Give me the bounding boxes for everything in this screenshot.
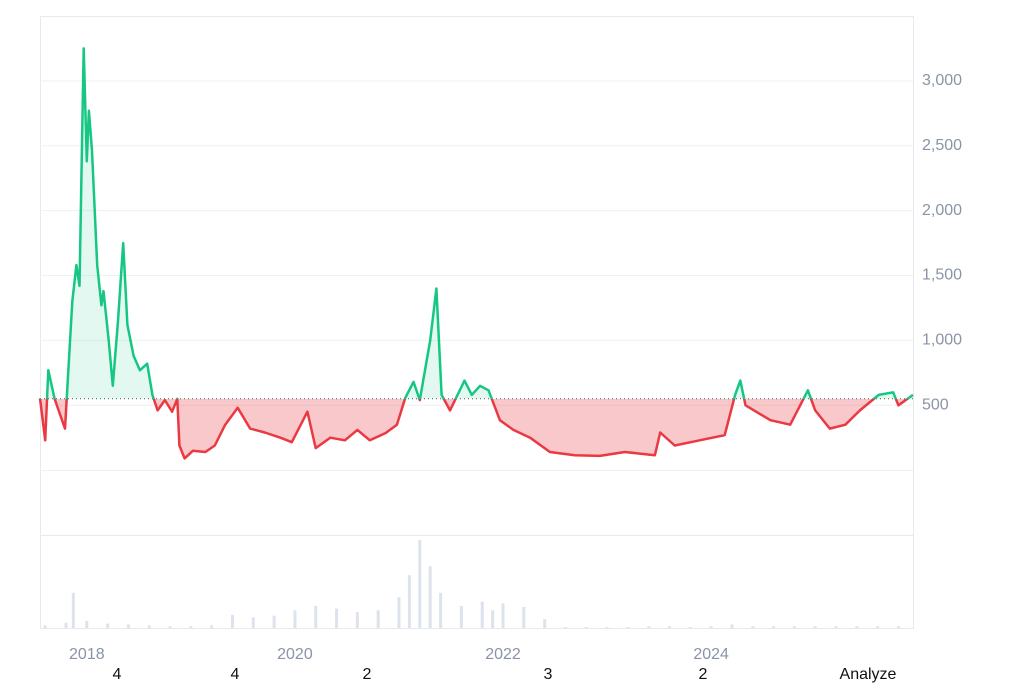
volume-bar [251,617,255,628]
plot-frame [40,16,914,629]
volume-bar [522,606,526,628]
volume-bar [85,620,89,628]
volume-bar [896,626,900,628]
volume-bar [855,626,859,628]
y-tick-label: 2,000 [922,202,962,219]
volume-bar [407,575,411,628]
volume-bar [772,626,776,628]
x-tick-label: 2020 [277,646,313,663]
bottom-label: 2 [699,666,708,683]
volume-bar [428,566,432,628]
volume-bar [376,610,380,628]
volume-bar [355,612,359,628]
volume-bar [491,610,495,628]
volume-bar [688,627,692,628]
volume-bar [64,622,68,628]
bottom-label: 4 [231,666,240,683]
volume-bar [397,597,401,628]
volume-bar [314,606,318,628]
volume-bar [605,627,609,628]
bottom-label: Analyze [840,666,897,683]
volume-bar [126,624,130,628]
volume-bar [459,606,463,628]
y-tick-label: 2,500 [922,137,962,154]
volume-bar [709,626,713,628]
y-tick-label: 1,000 [922,332,962,349]
volume-bar [563,627,567,628]
volume-bar [647,626,651,628]
volume-bar [501,603,505,628]
x-tick-label: 2018 [69,646,105,663]
volume-bar [480,601,484,628]
volume-bar [439,592,443,628]
volume-bar [189,626,193,628]
bottom-label: 2 [363,666,372,683]
y-tick-label: 3,000 [922,72,962,89]
volume-bar [71,592,75,628]
volume-bar [876,626,880,628]
volume-bar [293,610,297,628]
volume-bar [106,623,110,628]
volume-bar [834,626,838,628]
volume-bar [668,626,672,628]
area-fill [40,48,913,459]
volume-bar [335,608,339,628]
volume-bar [543,619,547,628]
price-line [38,47,914,460]
volume-bar [730,624,734,628]
x-tick-label: 2022 [485,646,521,663]
bottom-label: 4 [113,666,122,683]
volume-bar [43,625,47,628]
x-tick-label: 2024 [693,646,729,663]
volume-bar [751,626,755,628]
volume-bar [210,625,214,628]
volume-bar [418,540,422,628]
volume-bar [272,615,276,628]
y-tick-label: 1,500 [922,267,962,284]
volume-bar [584,627,588,628]
bottom-label: 3 [544,666,553,683]
volume-bar [168,626,172,628]
volume-bar [813,626,817,628]
volume-bar [626,627,630,628]
volume-bar [792,626,796,628]
y-tick-label: 500 [922,396,949,413]
volume-bar [147,625,151,628]
volume-bar [230,614,234,628]
